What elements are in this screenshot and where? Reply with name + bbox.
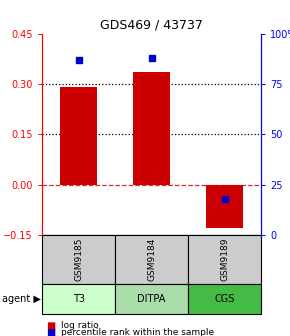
Title: GDS469 / 43737: GDS469 / 43737 bbox=[100, 18, 203, 31]
Text: log ratio: log ratio bbox=[61, 322, 99, 330]
Bar bbox=[115, 235, 188, 284]
Text: GSM9184: GSM9184 bbox=[147, 238, 156, 281]
Bar bbox=[42, 284, 115, 314]
Bar bbox=[60, 87, 97, 185]
Bar bbox=[188, 235, 261, 284]
Bar bbox=[188, 284, 261, 314]
Text: agent ▶: agent ▶ bbox=[2, 294, 41, 304]
Text: T3: T3 bbox=[72, 294, 85, 304]
Text: GSM9189: GSM9189 bbox=[220, 238, 229, 281]
Text: percentile rank within the sample: percentile rank within the sample bbox=[61, 328, 214, 336]
Bar bbox=[115, 284, 188, 314]
Text: CGS: CGS bbox=[214, 294, 235, 304]
Text: ■: ■ bbox=[46, 321, 56, 331]
Bar bbox=[42, 235, 115, 284]
Text: DITPA: DITPA bbox=[137, 294, 166, 304]
Bar bbox=[206, 185, 243, 228]
Text: ■: ■ bbox=[46, 328, 56, 336]
Text: GSM9185: GSM9185 bbox=[74, 238, 83, 281]
Bar bbox=[133, 72, 170, 185]
